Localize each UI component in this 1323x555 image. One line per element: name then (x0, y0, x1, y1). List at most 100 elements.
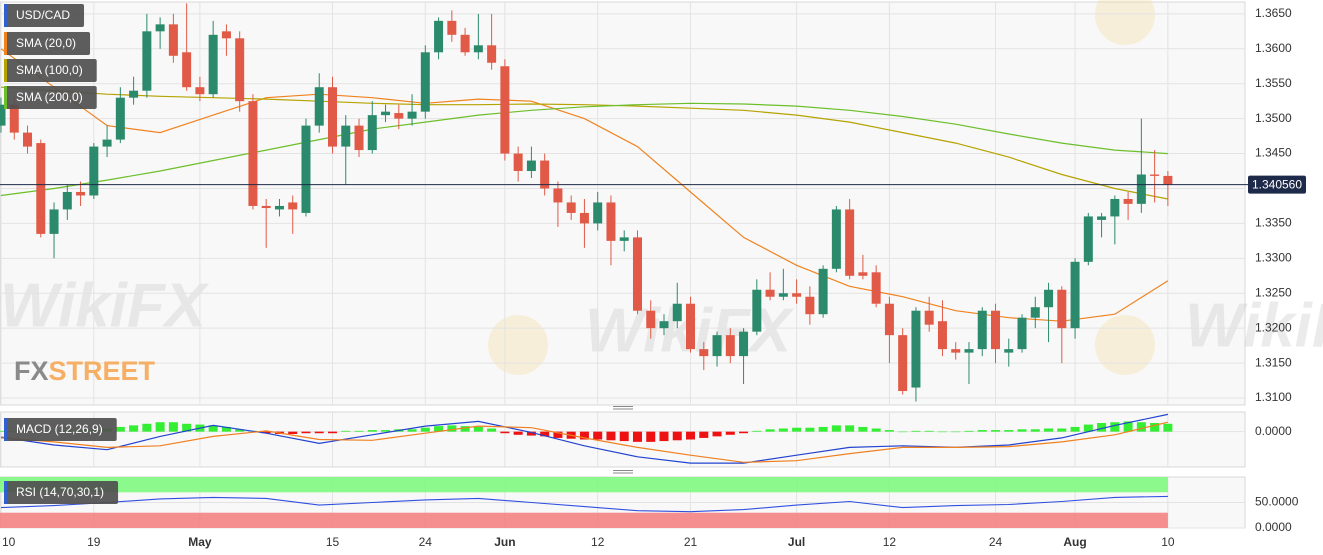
legend-item: SMA (100,0) (4, 59, 97, 82)
x-tick-label: May (188, 535, 212, 549)
candle-body (500, 66, 510, 154)
macd-histogram-bar (1150, 423, 1160, 432)
macd-histogram-bar (672, 431, 682, 441)
macd-histogram-bar (328, 431, 337, 434)
x-tick-label: 15 (326, 535, 340, 549)
macd-histogram-bar (168, 422, 178, 432)
macd-histogram-bar (115, 426, 125, 432)
last-price-tag (1248, 175, 1306, 194)
macd-histogram-bar (314, 431, 324, 434)
legend-label: SMA (200,0) (16, 90, 83, 104)
candle-body (752, 289, 762, 332)
macd-histogram-bar (434, 426, 444, 432)
candle-body (553, 188, 563, 203)
macd-histogram-bar (858, 426, 868, 432)
legend-box (4, 32, 91, 55)
candle-body (792, 293, 802, 297)
candle-body (964, 349, 974, 353)
candle-body (1123, 198, 1133, 204)
candle-body (182, 52, 192, 88)
macd-histogram-bar (420, 427, 430, 432)
macd-histogram-bar (129, 425, 139, 432)
candle-body (394, 113, 404, 119)
x-tick-label: 10 (1161, 535, 1175, 549)
candle-body (221, 31, 231, 39)
candle-body (341, 125, 351, 147)
y-tick-label: 1.3450 (1255, 146, 1292, 160)
watermark: WikiFX (0, 271, 210, 340)
sma-line (0, 102, 1168, 197)
macd-histogram-bar (1083, 424, 1093, 432)
candle-body (261, 205, 271, 209)
macd-histogram-bar (1136, 422, 1146, 432)
candle-body (1070, 261, 1080, 329)
macd-histogram-bar (911, 430, 921, 432)
candle-body (884, 303, 894, 336)
logo: FXSTREET (14, 356, 156, 386)
candle-body (155, 24, 165, 32)
legend-swatch (4, 59, 7, 82)
y-tick-label: 1.3250 (1255, 285, 1292, 299)
rsi-line (0, 495, 1168, 513)
candle-body (1044, 289, 1054, 308)
macd-histogram-bar (1097, 423, 1107, 432)
candle-body (36, 143, 46, 234)
candle-body (1004, 349, 1014, 353)
rsi-band (0, 477, 1168, 493)
candle-body (89, 146, 99, 196)
macd-histogram-bar (1163, 423, 1173, 432)
macd-histogram-bar (712, 431, 722, 437)
price-panel (0, 1, 1246, 406)
candle-body (381, 111, 391, 116)
candle-body (102, 139, 112, 147)
candle-body (898, 335, 908, 392)
candle-body (937, 321, 947, 350)
y-tick-label: 1.3200 (1255, 320, 1292, 334)
legend-swatch (4, 4, 7, 27)
candle-body (367, 115, 377, 151)
candle-body (871, 272, 881, 304)
macd-histogram-bar (473, 426, 483, 432)
candle-body (354, 125, 364, 151)
candle-body (566, 202, 576, 213)
candle-body (646, 310, 656, 329)
macd-histogram-bar (208, 425, 218, 432)
candle-body (142, 31, 152, 91)
macd-histogram-bar (288, 431, 298, 434)
macd-histogram-bar (341, 430, 351, 432)
x-tick-label: Aug (1063, 535, 1086, 549)
candle-body (513, 153, 523, 172)
candle-body (579, 212, 589, 224)
macd-histogram-bar (659, 431, 669, 442)
legend-box (4, 59, 97, 82)
macd-histogram-bar (964, 430, 974, 432)
candle-body (1110, 198, 1120, 217)
candle-body (739, 331, 749, 357)
y-tick-label: 1.3550 (1255, 76, 1292, 90)
legend-label: SMA (20,0) (16, 36, 76, 50)
x-tick-label: 12 (883, 535, 897, 549)
macd-histogram-bar (460, 426, 470, 432)
y-tick-label: 50.0000 (1255, 495, 1299, 509)
legend-label: SMA (100,0) (16, 63, 83, 77)
macd-histogram-bar (0, 430, 6, 432)
candle-body (76, 191, 86, 196)
macd-histogram-bar (884, 430, 894, 432)
x-tick-label: 21 (684, 535, 698, 549)
macd-histogram-bar (1110, 422, 1120, 432)
candle-body (632, 237, 642, 311)
macd-histogram-bar (765, 429, 775, 432)
x-tick-label: 19 (87, 535, 101, 549)
x-tick-label: Jun (494, 535, 515, 549)
macd-histogram-bar (593, 431, 603, 440)
candle-body (115, 97, 125, 140)
macd-histogram-bar (301, 431, 311, 434)
macd-histogram-bar (632, 431, 642, 442)
candle-body (235, 38, 245, 102)
candle-body (526, 160, 536, 172)
macd-histogram-bar (991, 430, 1000, 432)
y-tick-label: 1.3650 (1255, 6, 1292, 20)
candle-body (1017, 317, 1027, 350)
macd-histogram-bar (951, 431, 961, 433)
macd-histogram-bar (752, 430, 762, 432)
